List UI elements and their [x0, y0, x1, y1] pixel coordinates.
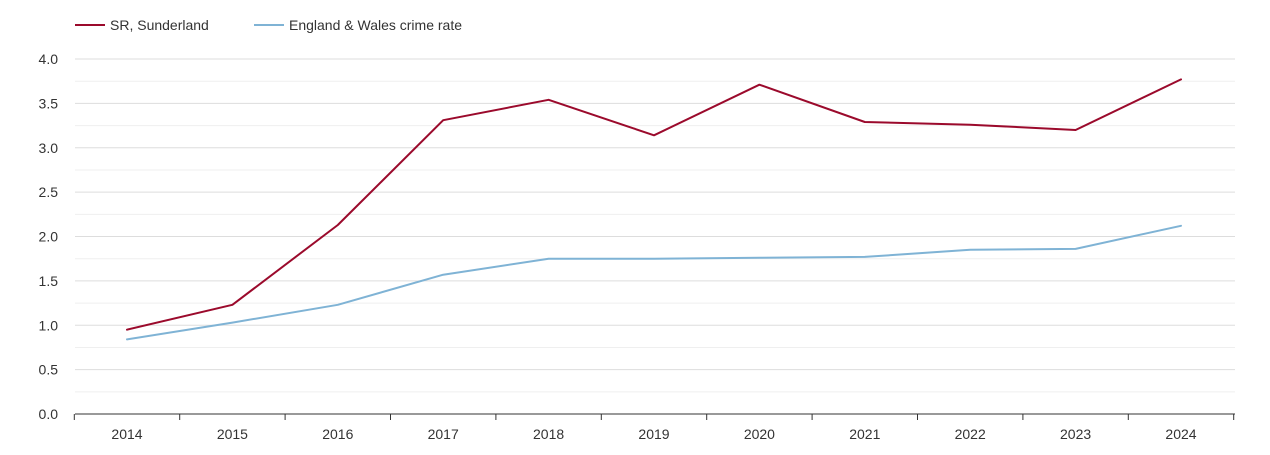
x-tick-label: 2022	[955, 426, 986, 442]
x-tick-label: 2020	[744, 426, 775, 442]
x-tick-label: 2019	[638, 426, 669, 442]
y-tick-label: 1.0	[39, 317, 59, 333]
y-tick-label: 2.5	[39, 184, 59, 200]
y-tick-label: 1.5	[39, 273, 59, 289]
legend-label: England & Wales crime rate	[289, 17, 462, 33]
x-tick-label: 2015	[217, 426, 248, 442]
legend: SR, Sunderland England & Wales crime rate	[75, 17, 462, 33]
legend-label: SR, Sunderland	[110, 17, 209, 33]
legend-item[interactable]: SR, Sunderland	[75, 17, 209, 33]
y-tick-label: 0.5	[39, 362, 59, 378]
x-tick-label: 2014	[111, 426, 142, 442]
series-line-sr-sunderland	[127, 79, 1181, 329]
legend-item[interactable]: England & Wales crime rate	[254, 17, 462, 33]
series-line-england-wales	[127, 226, 1181, 340]
y-tick-label: 4.0	[39, 51, 59, 67]
y-tick-label: 0.0	[39, 406, 59, 422]
x-tick-label: 2016	[322, 426, 353, 442]
y-tick-label: 3.0	[39, 140, 59, 156]
y-tick-label: 2.0	[39, 229, 59, 245]
x-tick-label: 2024	[1165, 426, 1196, 442]
x-tick-label: 2018	[533, 426, 564, 442]
x-axis: 2014 2015 2016 2017 2018 2019 2020 2021 2022 2023…	[74, 414, 1235, 442]
series-lines	[127, 79, 1181, 339]
y-axis: 0.0 0.5 1.0 1.5 2.0 2.5 3.0 3.5 4.0	[39, 51, 59, 422]
grid-lines	[75, 59, 1235, 392]
x-tick-label: 2021	[849, 426, 880, 442]
x-tick-label: 2023	[1060, 426, 1091, 442]
y-tick-label: 3.5	[39, 95, 59, 111]
x-tick-label: 2017	[428, 426, 459, 442]
